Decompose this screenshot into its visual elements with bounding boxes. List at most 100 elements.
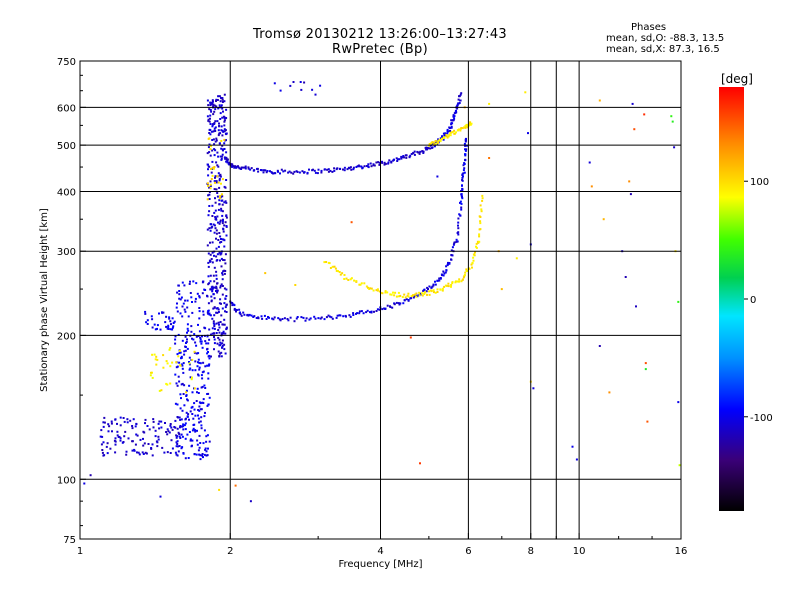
cluster-point	[191, 376, 193, 379]
trace-point	[339, 314, 342, 317]
trace-point	[295, 317, 298, 320]
cluster-point	[197, 361, 199, 364]
trace-point	[327, 314, 330, 317]
cluster-point	[156, 358, 159, 361]
gridlines	[80, 61, 681, 539]
cluster-point	[162, 311, 165, 314]
cluster-point	[156, 324, 159, 327]
trace-point	[260, 169, 263, 172]
trace-point	[460, 127, 463, 129]
cluster-point	[208, 357, 211, 360]
trace-point	[284, 169, 287, 172]
trace-point	[229, 164, 232, 167]
scatter-point	[524, 91, 527, 94]
cluster-point	[179, 426, 181, 429]
cluster-point	[220, 182, 222, 185]
y-tick-label: 600	[57, 103, 76, 114]
x-axis: 1 2 4 6 8 10 16	[77, 533, 687, 557]
trace-point	[442, 138, 445, 141]
cluster-point	[172, 325, 175, 328]
trace-point	[366, 309, 369, 312]
cluster-point	[210, 130, 213, 133]
cluster-point	[176, 427, 179, 430]
cluster-point	[173, 320, 176, 323]
cluster-point	[187, 315, 190, 318]
cluster-point	[189, 292, 192, 294]
cluster-point	[213, 342, 216, 345]
trace-point	[336, 314, 339, 317]
cluster-point	[209, 241, 211, 244]
cluster-point	[192, 280, 195, 283]
cluster-point	[205, 454, 208, 457]
cluster-point	[195, 400, 198, 402]
colorbar-label: [deg]	[721, 72, 753, 86]
trace-point	[338, 271, 341, 273]
cluster-point	[212, 307, 215, 310]
cluster-point	[207, 392, 210, 395]
trace-point	[365, 311, 368, 314]
scatter-point	[436, 175, 439, 178]
cluster-point	[179, 418, 182, 421]
cluster-point	[211, 174, 214, 177]
cluster-point	[186, 415, 189, 418]
cluster-point	[217, 221, 219, 224]
cluster-point	[223, 201, 226, 204]
trace-point	[432, 284, 435, 287]
cluster-point	[166, 327, 169, 330]
cluster-point	[217, 107, 220, 110]
cluster-point	[102, 454, 105, 457]
trace-point	[376, 288, 379, 291]
cluster-point	[221, 307, 224, 310]
stats-title: Phases	[631, 22, 667, 33]
trace-point	[426, 286, 429, 289]
cluster-point	[223, 138, 226, 141]
cluster-point	[223, 323, 226, 326]
trace-point	[445, 135, 448, 138]
cluster-point	[174, 373, 177, 376]
trace-point	[403, 299, 406, 302]
cluster-point	[221, 193, 223, 196]
trace-point	[383, 307, 386, 310]
cluster-point	[183, 350, 186, 353]
cluster-point	[127, 437, 130, 440]
cluster-point	[184, 428, 187, 431]
cluster-point	[215, 322, 218, 325]
cluster-point	[180, 397, 182, 400]
cluster-point	[197, 358, 200, 361]
cluster-point	[180, 363, 183, 366]
trace-point	[446, 284, 448, 287]
trace-point	[327, 170, 330, 173]
trace-point	[444, 271, 447, 274]
cluster-point	[178, 361, 181, 364]
cluster-point	[214, 126, 217, 129]
trace-point	[457, 102, 460, 105]
cluster-point	[208, 328, 211, 331]
trace-point	[323, 168, 326, 171]
chart-title: Tromsø 20130212 13:26:00–13:27:43	[252, 27, 508, 42]
cluster-point	[177, 355, 180, 358]
trace-point	[397, 295, 400, 298]
cluster-point	[213, 266, 216, 269]
trace-point	[327, 168, 330, 171]
cluster-point	[144, 310, 147, 313]
scatter-point	[678, 464, 681, 467]
cluster-point	[223, 142, 226, 145]
cluster-point	[188, 356, 191, 359]
cluster-point	[222, 332, 225, 335]
trace-point	[465, 137, 467, 140]
cluster-point	[198, 453, 201, 456]
trace-point	[456, 129, 459, 132]
trace-point	[432, 141, 435, 144]
cluster-point	[206, 311, 209, 314]
cluster-point	[116, 430, 119, 433]
cluster-point	[198, 295, 201, 298]
cluster-point	[218, 122, 220, 125]
cluster-point	[216, 291, 219, 294]
cluster-point	[221, 116, 224, 119]
cluster-point	[160, 426, 163, 429]
cluster-point	[200, 342, 203, 345]
trace-point	[395, 301, 398, 304]
trace-point	[457, 233, 460, 236]
trace-point	[464, 153, 466, 156]
